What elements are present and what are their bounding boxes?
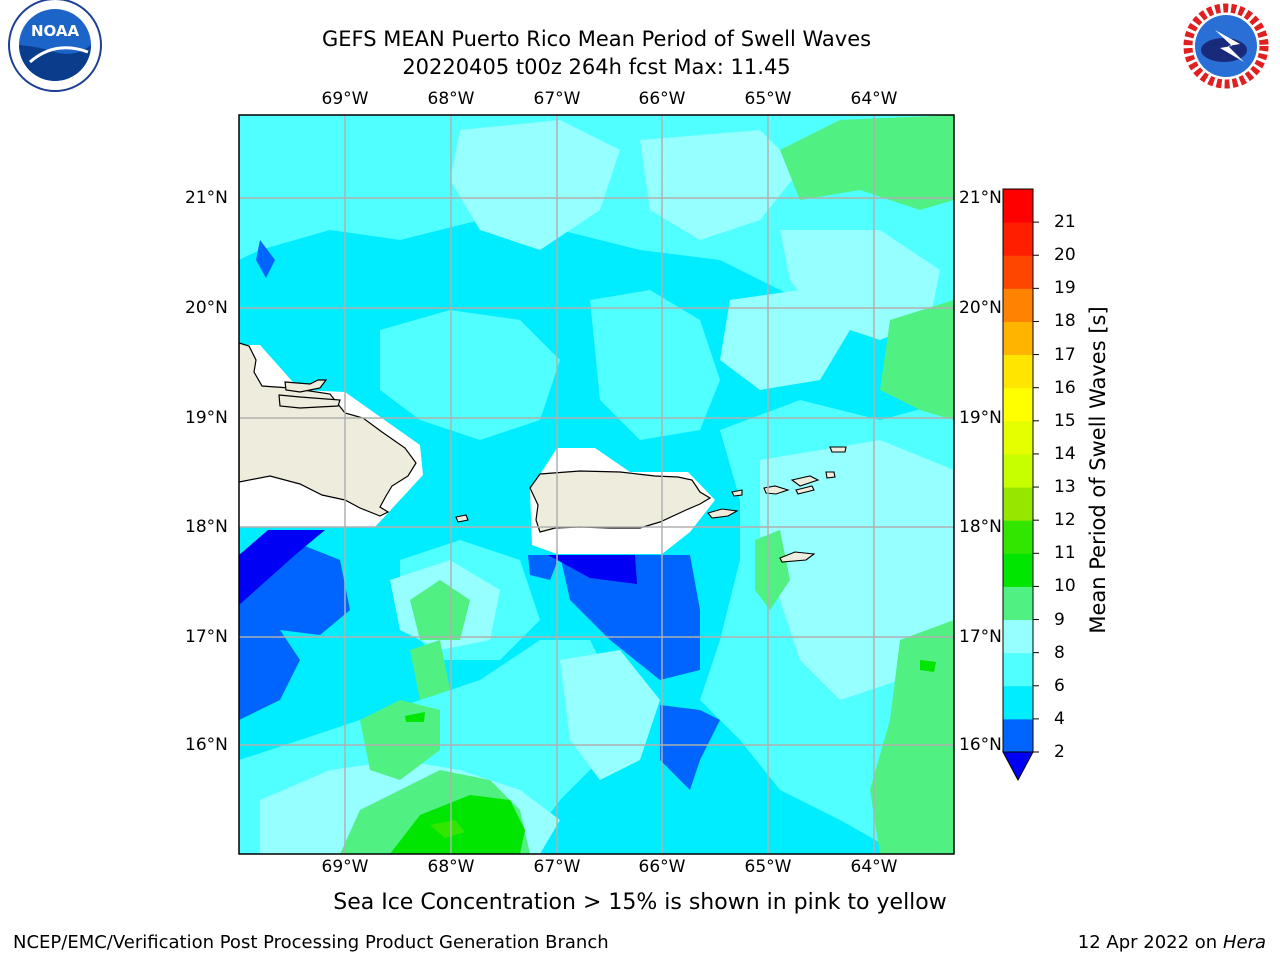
footer-date-text: 12 Apr 2022 on [1077,932,1223,953]
colorbar-tick-label: 15 [1054,410,1076,431]
colorbar-segment [1003,652,1033,687]
colorbar-segment [1003,619,1033,654]
colorbar-segment [1003,354,1033,389]
colorbar-segment [1003,189,1033,223]
lon-label-bottom: 68°W [427,857,475,877]
hispaniola-land [239,342,417,517]
colorbar-tick-label: 2 [1054,742,1065,762]
colorbar-tick-label: 10 [1054,576,1076,597]
colorbar-tick-label: 17 [1054,344,1076,365]
colorbar-tick-label: 8 [1054,642,1065,663]
contour-lt-2 [239,530,637,605]
chart-subtitle: 20220405 t00z 264h fcst Max: 11.45 [402,55,791,79]
colorbar [1002,188,1039,782]
colorbar-tick-label: 19 [1054,278,1076,299]
colorbar-segment [1003,222,1033,256]
lon-label-top: 64°W [850,89,898,109]
lon-label-top: 67°W [533,89,581,109]
colorbar-tick-label: 21 [1054,212,1076,233]
svg-text:NOAA: NOAA [31,22,80,40]
lat-label-left: 16°N [185,735,228,755]
lon-label-top: 65°W [744,89,792,109]
colorbar-tick-label: 16 [1054,377,1076,398]
colorbar-segment [1003,288,1033,322]
puerto-rico-land [529,470,712,533]
sea-ice-note: Sea Ice Concentration > 15% is shown in … [333,890,947,915]
lat-label-right: 17°N [959,627,1002,647]
colorbar-tick-label: 6 [1054,675,1065,696]
colorbar-tick-label: 13 [1054,477,1076,498]
colorbar-segment [1003,718,1033,753]
colorbar-segment [1003,321,1033,356]
colorbar-segment [1003,453,1033,488]
colorbar-tick-label: 14 [1054,443,1076,464]
contour-2-4 [239,240,720,790]
colorbar-segment [1003,487,1033,521]
lat-label-left: 21°N [185,188,228,208]
colorbar-segment [1003,586,1033,621]
lat-label-left: 17°N [185,627,228,647]
colorbar-segment [1003,255,1033,289]
lon-label-bottom: 64°W [850,857,898,877]
colorbar-tick-label: 4 [1054,708,1065,729]
lon-label-bottom: 67°W [533,857,581,877]
lat-label-right: 20°N [959,298,1002,318]
colorbar-tick-label: 18 [1054,311,1076,332]
lon-label-top: 68°W [427,89,475,109]
colorbar-tick-label: 12 [1054,510,1076,531]
footer-branch: NCEP/EMC/Verification Post Processing Pr… [13,932,609,953]
lon-label-bottom: 69°W [321,857,369,877]
noaa-logo: NOAA [8,0,102,92]
chart-title: GEFS MEAN Puerto Rico Mean Period of Swe… [321,27,872,51]
colorbar-segment [1003,420,1033,455]
footer-date: 12 Apr 2022 on Hera [1078,932,1266,953]
lat-label-right: 21°N [959,188,1002,208]
colorbar-frame [1002,188,1034,753]
small-islands [455,446,847,563]
contour-11-12 [430,820,465,838]
colorbar-segment [1003,520,1033,554]
lat-label-left: 20°N [185,298,228,318]
lat-label-right: 18°N [959,517,1002,537]
colorbar-segment [1003,553,1033,587]
map-panel [239,115,954,854]
colorbar-tick-label: 9 [1054,609,1065,630]
lon-label-top: 66°W [638,89,686,109]
lat-label-right: 16°N [959,735,1002,755]
colorbar-title: Mean Period of Swell Waves [s] [1086,306,1110,634]
lon-label-bottom: 65°W [744,857,792,877]
lat-label-right: 19°N [959,408,1002,428]
colorbar-tick-label: 20 [1054,245,1076,266]
lat-label-left: 19°N [185,408,228,428]
colorbar-segment [1003,685,1033,720]
map-frame [238,114,955,855]
lon-label-bottom: 66°W [638,857,686,877]
colorbar-tick-label: 11 [1054,543,1076,564]
gridlines [239,115,954,854]
lon-label-top: 69°W [321,89,369,109]
colorbar-segment [1003,387,1033,422]
lat-label-left: 18°N [185,517,228,537]
colorbar-extend-triangle [1002,751,1034,782]
footer-host: Hera [1222,932,1266,953]
nws-logo [1179,0,1273,93]
